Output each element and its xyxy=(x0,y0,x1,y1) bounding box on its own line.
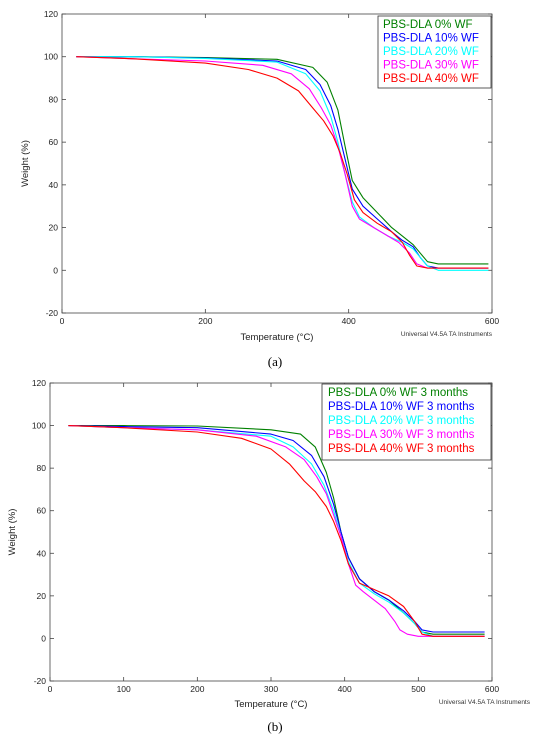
instrument-credit: Universal V4.5A TA Instruments xyxy=(401,331,493,338)
legend-box xyxy=(377,15,492,89)
y-axis-label: Weight (%) xyxy=(7,509,18,556)
y-tick-label: 0 xyxy=(53,265,58,275)
y-tick-label: 120 xyxy=(44,9,58,19)
y-axis-label: Weight (%) xyxy=(20,140,31,187)
plot-frame xyxy=(61,13,493,314)
legend-entry: PBS-DLA 30% WF 3 months xyxy=(328,429,475,441)
panel-caption: (a) xyxy=(268,354,282,369)
legend-entry: PBS-DLA 10% WF xyxy=(383,33,479,45)
x-tick-label: 400 xyxy=(342,316,356,326)
y-tick-label: 100 xyxy=(44,52,58,62)
y-tick-label: 60 xyxy=(37,506,47,516)
instrument-credit: Universal V4.5A TA Instruments xyxy=(439,699,531,706)
legend-entry: PBS-DLA 10% WF 3 months xyxy=(328,401,475,413)
x-axis-label: Temperature (°C) xyxy=(235,699,308,710)
y-tick-label: 60 xyxy=(49,137,59,147)
x-tick-label: 100 xyxy=(117,684,131,694)
legend-entry: PBS-DLA 0% WF 3 months xyxy=(328,387,468,399)
legend-box xyxy=(321,383,492,461)
series-line-3 xyxy=(68,425,485,637)
x-tick-label: 600 xyxy=(485,316,499,326)
legend-entry: PBS-DLA 20% WF xyxy=(383,46,479,58)
series-line-4 xyxy=(68,425,485,637)
y-tick-label: 20 xyxy=(37,591,47,601)
x-tick-label: 300 xyxy=(264,684,278,694)
panel-caption: (b) xyxy=(267,719,282,734)
legend-entry: PBS-DLA 0% WF xyxy=(383,19,472,31)
series-line-3 xyxy=(76,56,489,269)
series-line-1 xyxy=(76,56,489,269)
legend-entry: PBS-DLA 40% WF 3 months xyxy=(328,443,475,455)
y-tick-label: 120 xyxy=(32,378,46,388)
x-axis-label: Temperature (°C) xyxy=(241,332,314,343)
y-tick-label: 80 xyxy=(49,94,59,104)
series-line-2 xyxy=(76,56,489,271)
legend-entry: PBS-DLA 30% WF xyxy=(383,60,479,72)
x-tick-label: 200 xyxy=(190,684,204,694)
legend-entry: PBS-DLA 40% WF xyxy=(383,73,479,85)
y-tick-label: 0 xyxy=(41,633,46,643)
x-tick-label: 500 xyxy=(411,684,425,694)
legend-entry: PBS-DLA 20% WF 3 months xyxy=(328,415,475,427)
x-tick-label: 400 xyxy=(338,684,352,694)
y-tick-label: 40 xyxy=(37,548,47,558)
y-tick-label: -20 xyxy=(34,676,47,686)
y-tick-label: 100 xyxy=(32,421,46,431)
series-line-0 xyxy=(76,56,489,265)
series-line-4 xyxy=(76,56,489,269)
x-tick-label: 200 xyxy=(198,316,212,326)
y-tick-label: 20 xyxy=(49,223,59,233)
y-tick-label: 80 xyxy=(37,463,47,473)
y-tick-label: 40 xyxy=(49,180,59,190)
x-tick-label: 600 xyxy=(485,684,499,694)
x-tick-label: 0 xyxy=(60,316,65,326)
x-tick-label: 0 xyxy=(48,684,53,694)
y-tick-label: -20 xyxy=(46,308,59,318)
